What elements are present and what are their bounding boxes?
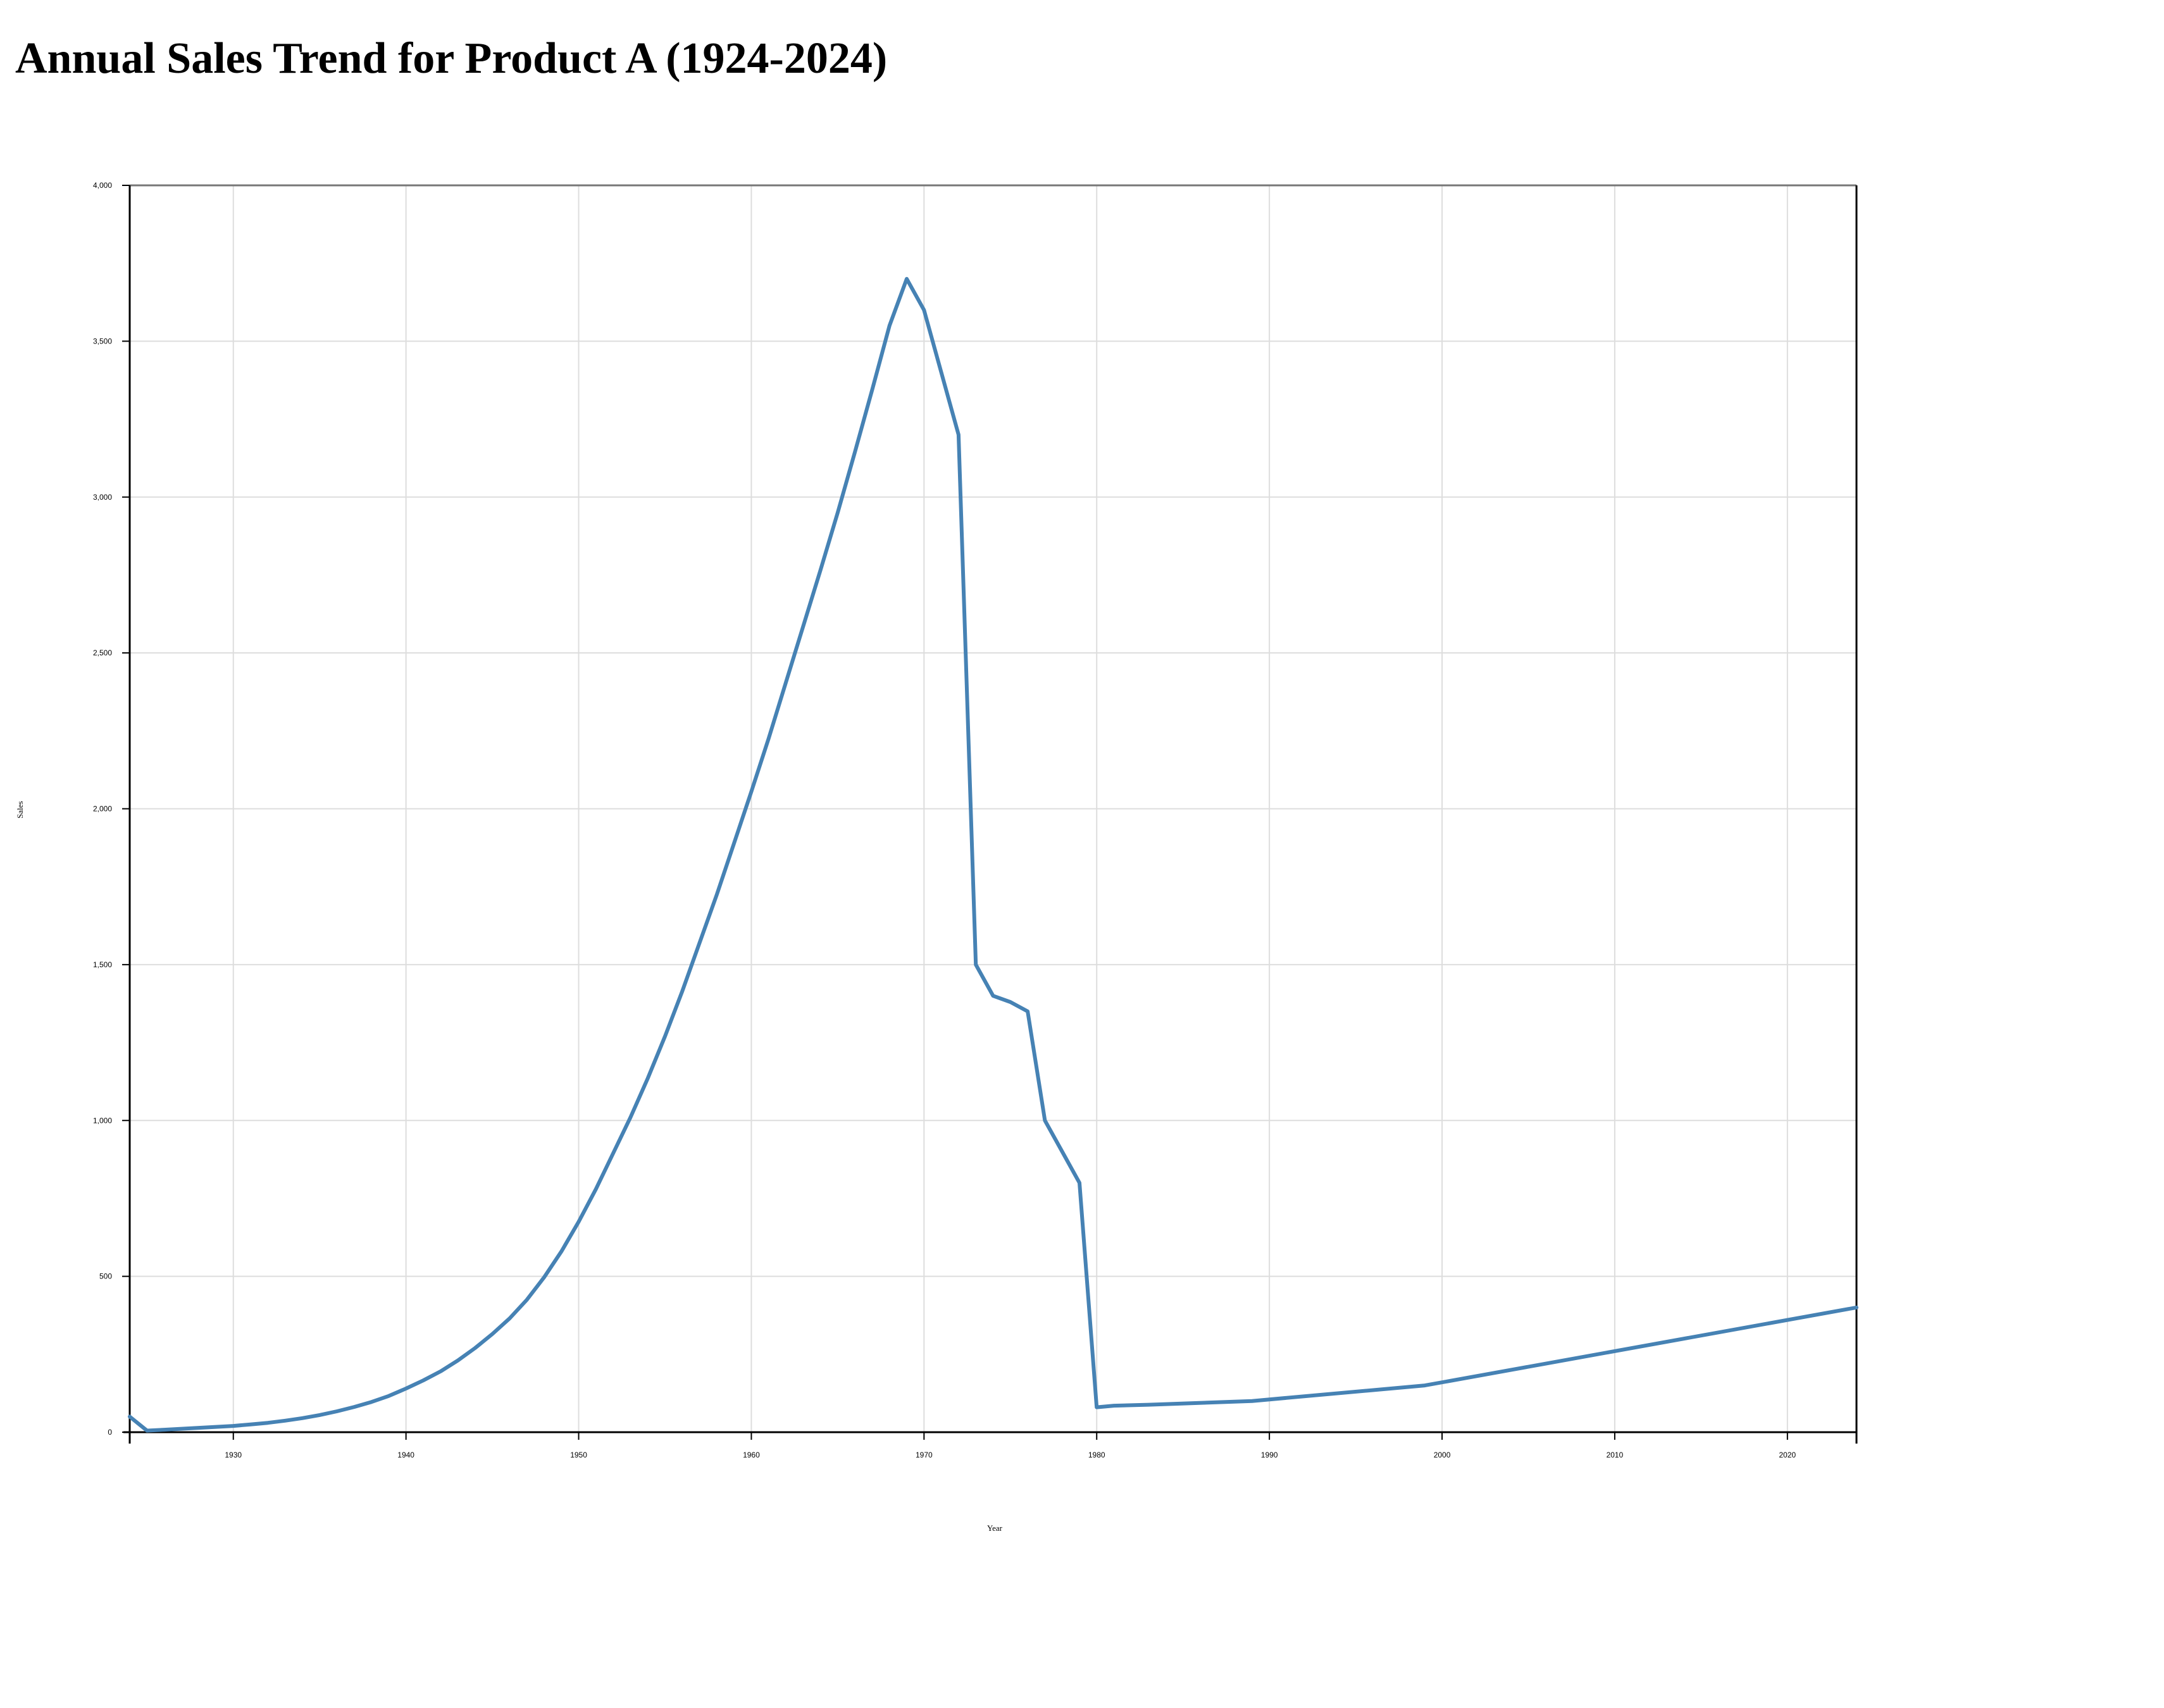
x-tick-label: 2010 [1607, 1451, 1624, 1459]
y-tick-label: 0 [108, 1428, 112, 1437]
y-axis-title: Sales [15, 801, 25, 818]
y-tick-label: 4,000 [93, 181, 112, 190]
y-tick-label: 1,500 [93, 960, 112, 969]
page-title: Annual Sales Trend for Product A (1924-2… [15, 34, 888, 83]
x-tick-label: 2000 [1434, 1451, 1451, 1459]
x-tick-label: 1950 [570, 1451, 587, 1459]
x-tick-label: 2020 [1779, 1451, 1796, 1459]
y-tick-label: 2,000 [93, 805, 112, 814]
x-tick-label: 1990 [1261, 1451, 1278, 1459]
axes [123, 184, 1858, 1444]
grid [130, 185, 1856, 1432]
y-tick-label: 500 [99, 1272, 112, 1281]
series [128, 276, 1858, 1433]
y-tick-label: 3,500 [93, 337, 112, 345]
x-axis-title: Year [987, 1523, 1003, 1533]
y-tick-label: 2,500 [93, 648, 112, 657]
sales-line [128, 276, 1858, 1433]
x-tick-label: 1970 [916, 1451, 933, 1459]
y-tick-label: 1,000 [93, 1116, 112, 1125]
x-tick-label: 1980 [1088, 1451, 1105, 1459]
y-tick-label: 3,000 [93, 493, 112, 502]
x-tick-label: 1930 [225, 1451, 242, 1459]
ticks: 1930 1940 1950 1960 1970 1980 1990 2000 2010 2020… [93, 181, 1796, 1459]
x-tick-label: 1940 [397, 1451, 414, 1459]
x-tick-label: 1960 [743, 1451, 760, 1459]
